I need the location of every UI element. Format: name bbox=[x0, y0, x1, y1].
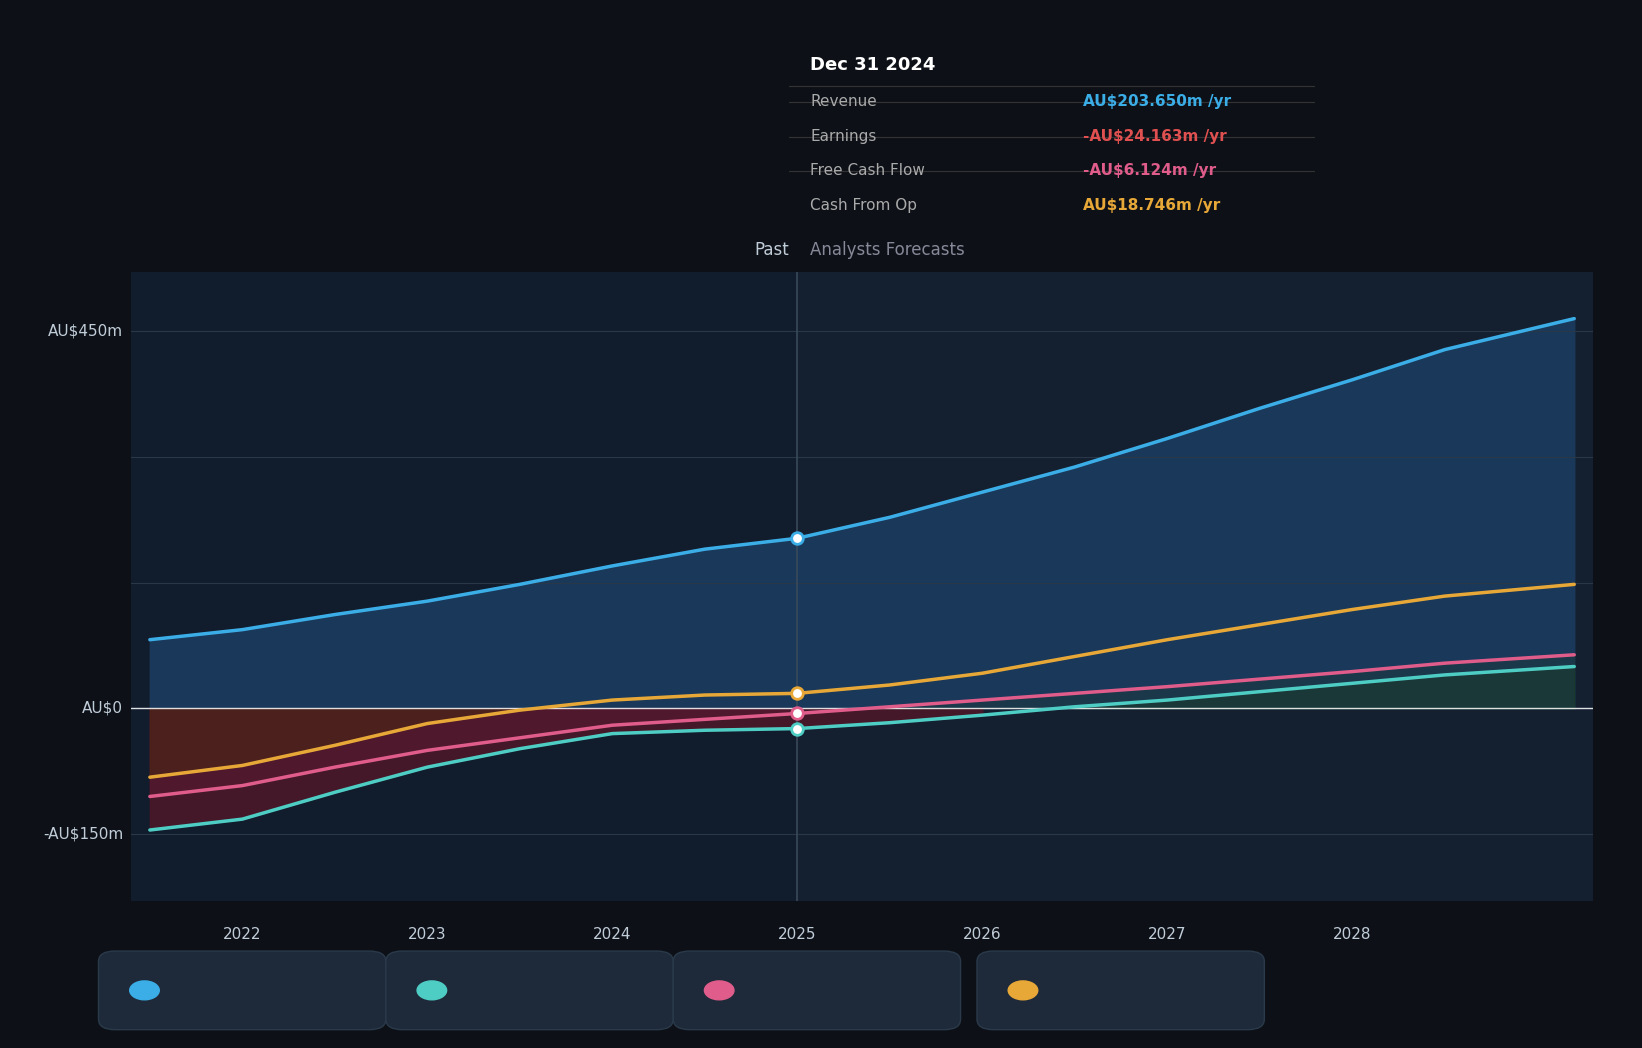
Text: -AU$24.163m /yr: -AU$24.163m /yr bbox=[1084, 129, 1227, 144]
Text: Free Cash Flow: Free Cash Flow bbox=[745, 981, 870, 1000]
Text: 2025: 2025 bbox=[778, 927, 816, 942]
Point bbox=[785, 530, 811, 547]
Text: AU$203.650m /yr: AU$203.650m /yr bbox=[1084, 93, 1232, 109]
Text: 2028: 2028 bbox=[1333, 927, 1371, 942]
Bar bbox=[131, 272, 798, 901]
Text: 2024: 2024 bbox=[593, 927, 632, 942]
Text: Dec 31 2024: Dec 31 2024 bbox=[810, 56, 936, 73]
Text: Past: Past bbox=[754, 241, 790, 259]
Text: Earnings: Earnings bbox=[810, 129, 877, 144]
Point bbox=[785, 705, 811, 722]
Text: 2022: 2022 bbox=[223, 927, 261, 942]
Text: AU$18.746m /yr: AU$18.746m /yr bbox=[1084, 198, 1220, 213]
Text: 2027: 2027 bbox=[1148, 927, 1187, 942]
Text: Earnings: Earnings bbox=[458, 981, 530, 1000]
Text: AU$450m: AU$450m bbox=[48, 324, 123, 339]
Text: 2023: 2023 bbox=[407, 927, 447, 942]
Text: -AU$6.124m /yr: -AU$6.124m /yr bbox=[1084, 163, 1217, 178]
Text: Cash From Op: Cash From Op bbox=[810, 198, 918, 213]
Bar bbox=[798, 272, 1593, 901]
Text: Revenue: Revenue bbox=[171, 981, 243, 1000]
Text: -AU$150m: -AU$150m bbox=[43, 827, 123, 842]
Text: 2026: 2026 bbox=[962, 927, 1002, 942]
Point bbox=[785, 685, 811, 702]
Text: Free Cash Flow: Free Cash Flow bbox=[810, 163, 924, 178]
Text: Revenue: Revenue bbox=[810, 93, 877, 109]
Text: Cash From Op: Cash From Op bbox=[1049, 981, 1166, 1000]
Text: Analysts Forecasts: Analysts Forecasts bbox=[811, 241, 965, 259]
Point bbox=[785, 720, 811, 737]
Text: AU$0: AU$0 bbox=[82, 701, 123, 716]
